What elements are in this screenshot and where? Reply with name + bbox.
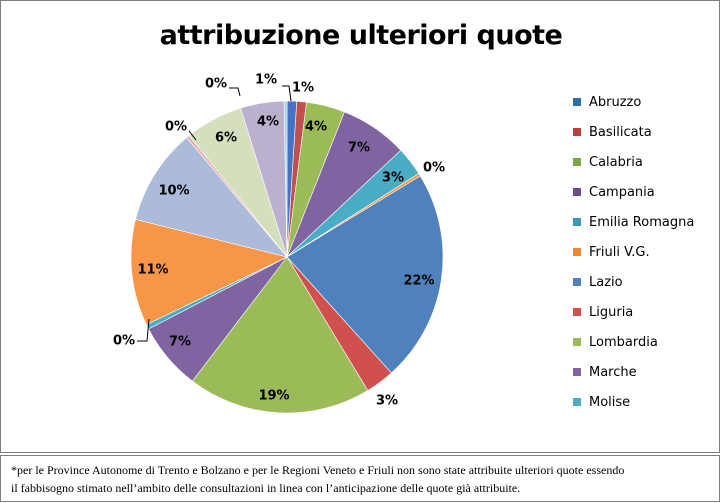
legend-swatch [573, 368, 581, 376]
chart-title: attribuzione ulteriori quote [159, 20, 563, 51]
legend-label: Abruzzo [589, 94, 642, 110]
legend-item: Campania [573, 182, 655, 202]
data-label: 11% [137, 263, 168, 278]
footnote-line-2: il fabbisogno stimato nell’ambito delle … [11, 481, 521, 495]
leader-line [229, 87, 241, 97]
leader-line [188, 130, 197, 141]
data-label: 22% [403, 274, 434, 289]
pie-slice-12 [135, 137, 288, 258]
data-label: 7% [348, 141, 370, 156]
legend-item: Lazio [573, 272, 623, 292]
pie-slice-lazio [286, 175, 444, 374]
legend-item: Abruzzo [573, 92, 641, 112]
legend-label: Friuli V.G. [589, 244, 650, 260]
data-label: 4% [305, 120, 327, 135]
legend-label: Basilicata [589, 124, 652, 140]
legend-item: Emilia Romagna [573, 212, 694, 232]
legend-item: Calabria [573, 152, 643, 172]
data-label: 6% [215, 131, 237, 146]
data-label: 19% [258, 389, 289, 404]
legend-item: Friuli V.G. [573, 242, 650, 262]
data-label: 4% [257, 115, 279, 130]
data-label: 0% [205, 77, 227, 92]
legend-swatch [573, 158, 581, 166]
data-label: 0% [113, 334, 135, 349]
legend-label: Campania [589, 184, 655, 200]
pie-slice-lombardia [192, 256, 369, 414]
legend-swatch [573, 308, 581, 316]
pie-slice-16 [283, 100, 288, 258]
data-label: 10% [158, 184, 189, 199]
footnote: *per le Province Autonome di Trento e Bo… [0, 455, 720, 502]
legend-item: Marche [573, 362, 637, 382]
data-label: 0% [423, 161, 445, 176]
legend-item: Liguria [573, 302, 633, 322]
legend-swatch [573, 218, 581, 226]
legend-label: Lombardia [589, 334, 658, 350]
leader-line [282, 85, 292, 102]
legend-label: Liguria [589, 304, 634, 320]
data-label: 7% [169, 335, 191, 350]
legend-swatch [573, 338, 581, 346]
legend-label: Lazio [589, 274, 623, 290]
data-label: 0% [165, 120, 187, 135]
legend-label: Calabria [589, 154, 643, 170]
data-label: 1% [255, 73, 277, 88]
legend-swatch [573, 248, 581, 256]
legend-label: Molise [589, 394, 631, 410]
legend-swatch [573, 278, 581, 286]
legend-swatch [573, 188, 581, 196]
legend-label: Marche [589, 364, 637, 380]
leader-line [137, 318, 150, 342]
data-label: 1% [292, 81, 314, 96]
data-label: 3% [376, 394, 398, 409]
legend-item: Basilicata [573, 122, 652, 142]
legend-swatch [573, 128, 581, 136]
legend-label: Emilia Romagna [589, 214, 695, 230]
legend-item: Molise [573, 392, 630, 412]
footnote-line-1: *per le Province Autonome di Trento e Bo… [11, 463, 625, 477]
pie-chart: 1% 1% 4% 7% 3% 0% 22% 3% 19% 7% 0% 11% 10% 0% 6% 4% 0% [113, 73, 445, 414]
pie-slice-11 [130, 218, 288, 325]
legend-swatch [573, 398, 581, 406]
legend-item: Lombardia [573, 332, 658, 352]
legend-swatch [573, 98, 581, 106]
data-label: 3% [382, 171, 404, 186]
